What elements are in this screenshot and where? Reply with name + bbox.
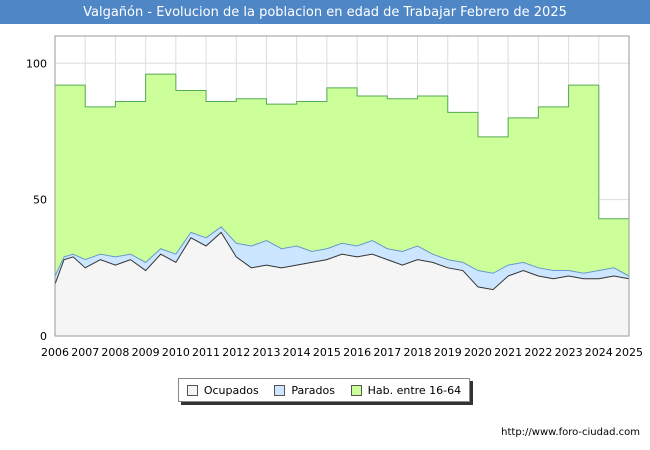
chart-areas [54,73,630,337]
x-tick-label: 2015 [313,346,341,359]
x-tick-label: 2009 [132,346,160,359]
y-tick-label: 0 [40,330,47,343]
legend-swatch-ocupados [186,384,198,396]
ocupados-area [55,232,629,336]
legend-item-parados: Parados [274,384,335,397]
y-tick-label: 100 [26,57,47,70]
x-tick-label: 2013 [252,346,280,359]
source-url: http://www.foro-ciudad.com [501,427,640,438]
legend-swatch-parados [274,384,286,396]
legend-label-parados: Parados [291,383,335,397]
ocupados-line [54,231,630,291]
x-tick-label: 2024 [585,346,613,359]
parados-line [54,226,630,277]
x-tick-label: 2014 [283,346,311,359]
legend-item-ocupados: Ocupados [186,383,259,397]
x-tick-label: 2018 [404,346,432,359]
x-tick-label: 2008 [101,346,129,359]
x-tick-label: 2023 [555,346,583,359]
x-tick-label: 2007 [71,346,99,359]
legend-label-ocupados: Ocupados [203,383,259,397]
y-tick-labels: 0 50 100 [26,57,47,343]
x-tick-label: 2006 [41,346,69,359]
plot-border [54,35,630,337]
x-tick-label: 2016 [343,346,371,359]
x-tick-label: 2010 [162,346,190,359]
legend-item-hab: Hab. entre 16-64 [350,383,462,397]
x-tick-label: 2025 [615,346,643,359]
chart-title: Valgañón - Evolucion de la poblacion en … [0,0,650,24]
x-tick-label: 2021 [494,346,522,359]
x-tick-label: 2012 [222,346,250,359]
x-tick-label: 2019 [434,346,462,359]
y-tick-label: 50 [33,194,47,207]
x-tick-label: 2017 [373,346,401,359]
legend-swatch-hab [350,384,362,396]
legend-label-hab: Hab. entre 16-64 [367,383,462,397]
x-tick-label: 2011 [192,346,220,359]
x-tick-label: 2020 [464,346,492,359]
x-tick-labels: 2006 2007 2008 2009 2010 2011 2012 2013 2014 2015… [41,346,643,359]
x-tick-label: 2022 [524,346,552,359]
chart-legend: Ocupados Parados Hab. entre 16-64 [178,378,470,402]
axes [54,35,630,337]
